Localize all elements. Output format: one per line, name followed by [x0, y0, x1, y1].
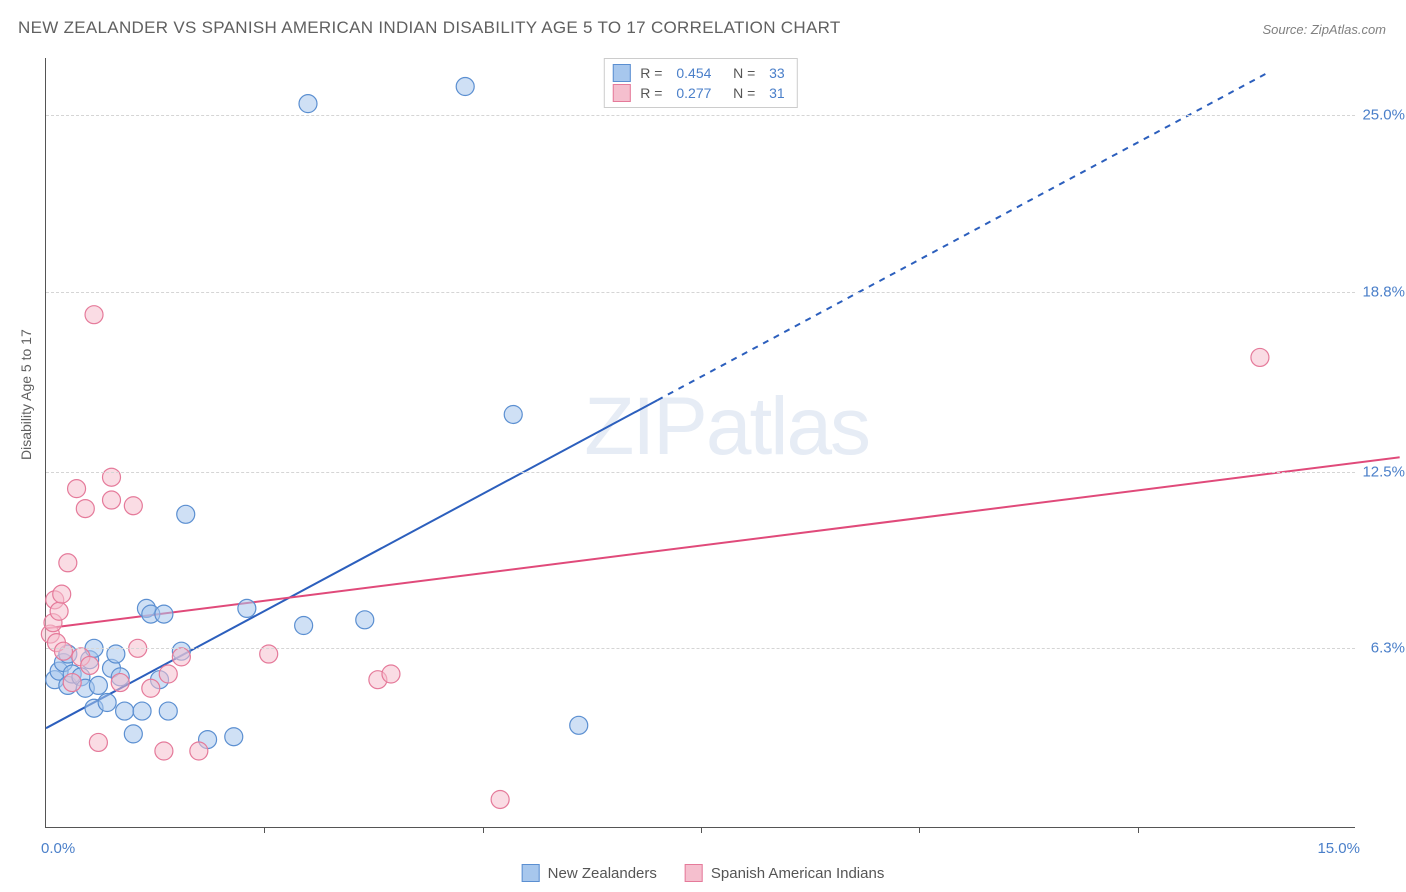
stats-n-label: N =: [721, 65, 759, 81]
xtick: [701, 827, 702, 833]
chart-title: NEW ZEALANDER VS SPANISH AMERICAN INDIAN…: [18, 18, 841, 38]
plot-svg: [46, 58, 1355, 827]
gridline-h: [46, 292, 1355, 293]
bottom-legend-item: Spanish American Indians: [685, 864, 884, 882]
legend-swatch: [522, 864, 540, 882]
legend-swatch: [685, 864, 703, 882]
source-label: Source: ZipAtlas.com: [1262, 22, 1386, 37]
stats-n-value: 33: [769, 65, 785, 81]
stats-legend-row: R = 0.454 N = 33: [612, 63, 784, 83]
xtick: [264, 827, 265, 833]
bottom-legend-item: New Zealanders: [522, 864, 657, 882]
y-axis-label: Disability Age 5 to 17: [18, 329, 34, 460]
ytick-label: 6.3%: [1357, 640, 1405, 657]
plot-area: ZIPatlas R = 0.454 N = 33R = 0.277 N = 3…: [45, 58, 1355, 828]
gridline-h: [46, 115, 1355, 116]
legend-label: Spanish American Indians: [711, 865, 884, 882]
gridline-h: [46, 648, 1355, 649]
stats-r-value: 0.454: [676, 65, 711, 81]
gridline-h: [46, 472, 1355, 473]
stats-r-label: R =: [640, 65, 666, 81]
xtick-label-max: 15.0%: [1317, 840, 1360, 857]
legend-label: New Zealanders: [548, 865, 657, 882]
ytick-label: 18.8%: [1357, 283, 1405, 300]
xtick-label-min: 0.0%: [41, 840, 75, 857]
ytick-label: 12.5%: [1357, 463, 1405, 480]
xtick: [919, 827, 920, 833]
stats-n-label: N =: [721, 85, 759, 101]
stats-legend-row: R = 0.277 N = 31: [612, 83, 784, 103]
stats-n-value: 31: [769, 85, 785, 101]
xtick: [1138, 827, 1139, 833]
legend-swatch: [612, 84, 630, 102]
legend-swatch: [612, 64, 630, 82]
stats-r-label: R =: [640, 85, 666, 101]
stats-r-value: 0.277: [676, 85, 711, 101]
bottom-legend: New Zealanders Spanish American Indians: [522, 864, 885, 882]
xtick: [483, 827, 484, 833]
stats-legend: R = 0.454 N = 33R = 0.277 N = 31: [603, 58, 797, 108]
ytick-label: 25.0%: [1357, 107, 1405, 124]
